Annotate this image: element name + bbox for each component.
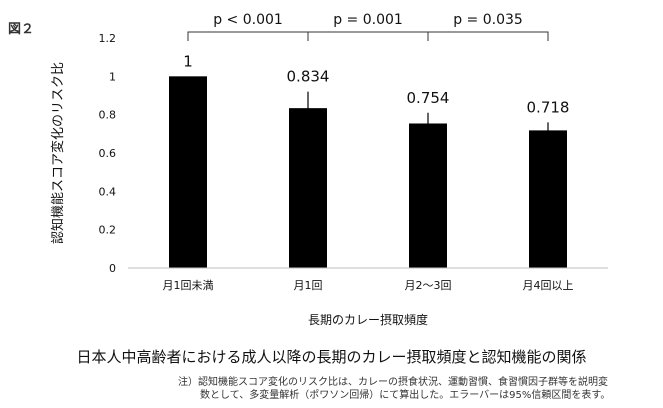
figure-label: 図２ [8,22,35,37]
bar [529,130,567,268]
figure-note: 注）認知機能スコア変化のリスク比は、カレーの摂食状況、運動習慣、食習慣因子群等を… [178,376,658,402]
significance-bracket [187,31,309,41]
y-tick-label: 0 [109,262,116,275]
y-axis-label: 認知機能スコア変化のリスク比 [50,62,66,244]
x-tick-label: 月1回未満 [163,279,214,292]
y-tick-label: 1 [109,70,116,83]
x-tick-label: 月2〜3回 [405,279,452,292]
data-label: 0.754 [407,89,450,107]
note-line-2: 数として、多変量解析（ポワソン回帰）にて算出した。エラーバーは95%信頼区間を表… [200,390,611,401]
p-value-label: p < 0.001 [213,12,283,28]
figure-caption: 日本人中高齢者における成人以降の長期のカレー摂取頻度と認知機能の関係 [76,348,587,366]
y-tick-label: 0.4 [99,185,117,198]
bar-chart: 0 0.2 0.4 0.6 0.8 1 1.2 1 0.834 0.754 0.718 p < 0… [50,12,608,327]
x-axis: 月1回未満 月1回 月2〜3回 月4回以上 [128,267,608,292]
data-label: 1 [183,52,193,70]
bar [289,108,327,269]
y-axis: 0 0.2 0.4 0.6 0.8 1 1.2 [99,32,117,275]
significance-bracket [307,31,429,41]
y-tick-label: 1.2 [99,32,117,45]
x-tick-label: 月4回以上 [523,279,574,292]
y-tick-label: 0.2 [99,224,117,237]
data-label: 0.834 [287,68,330,86]
p-value-label: p = 0.035 [453,12,523,28]
x-axis-label: 長期のカレー摂取頻度 [308,312,428,327]
bar [409,123,447,268]
significance-brackets: p < 0.001 p = 0.001 p = 0.035 [187,12,549,41]
data-label: 0.718 [527,98,570,116]
bar [169,76,207,268]
p-value-label: p = 0.001 [333,12,403,28]
bars: 1 0.834 0.754 0.718 [169,52,570,269]
x-tick-label: 月1回 [294,279,323,292]
y-tick-label: 0.8 [99,109,117,122]
note-line-1: 注）認知機能スコア変化のリスク比は、カレーの摂食状況、運動習慣、食習慣因子群等を… [178,377,608,388]
significance-bracket [427,31,549,41]
y-tick-label: 0.6 [99,147,117,160]
